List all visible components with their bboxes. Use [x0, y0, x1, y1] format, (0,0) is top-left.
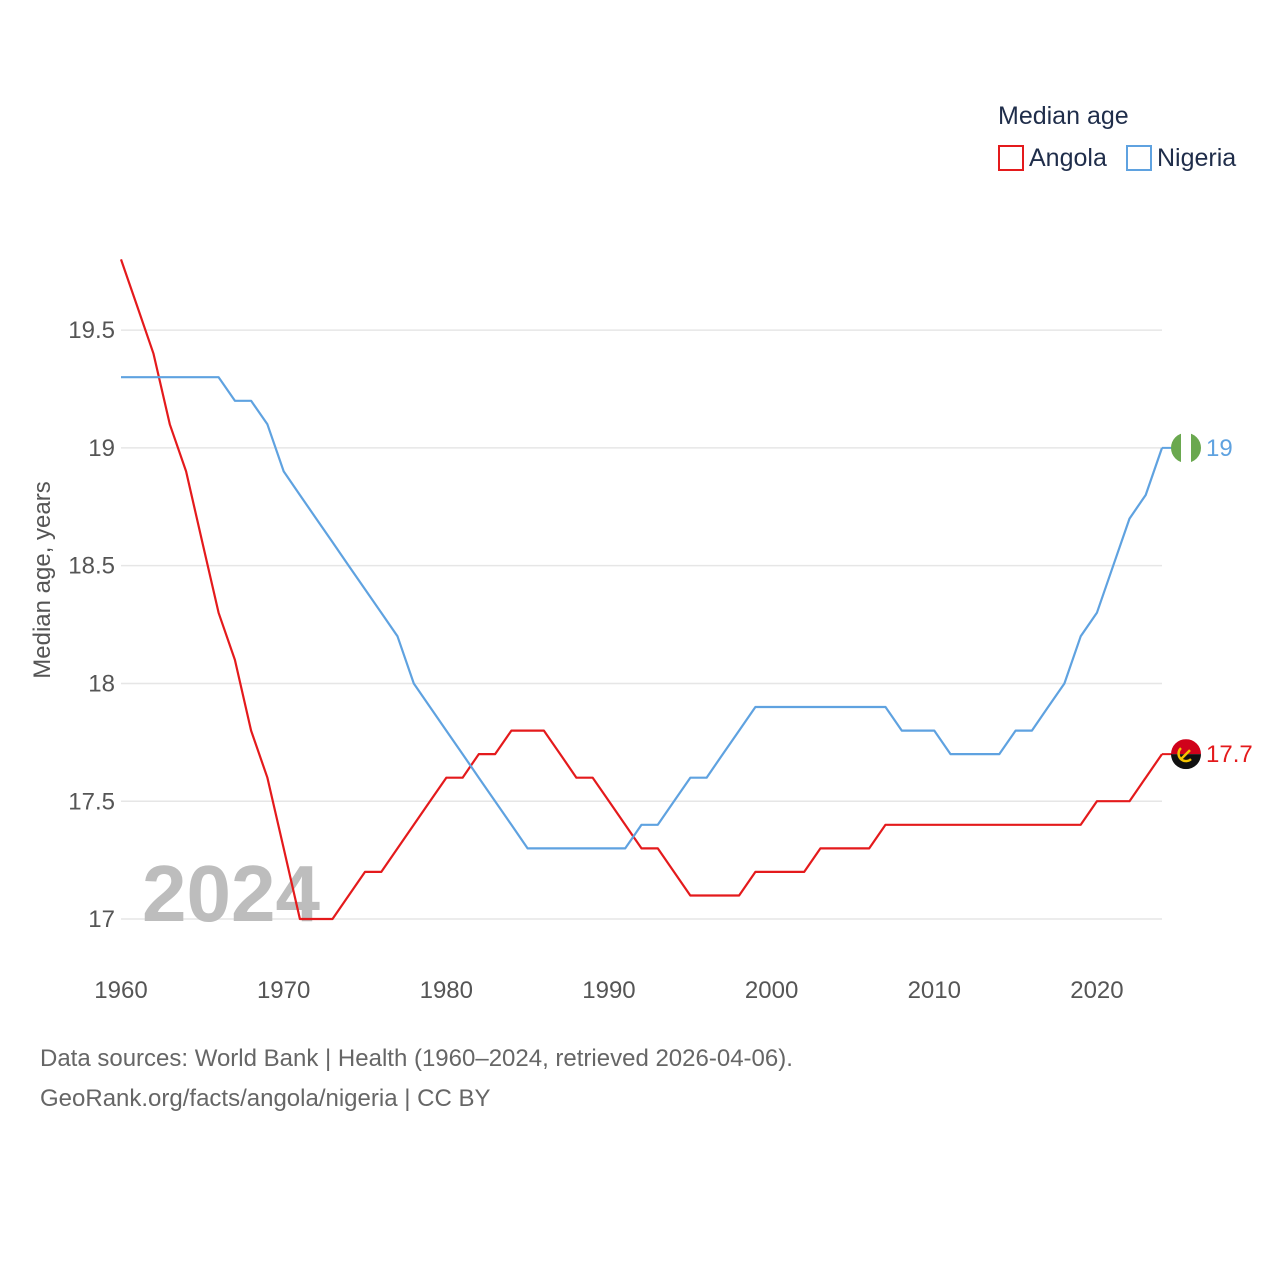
series-line-nigeria — [121, 376, 1164, 850]
y-axis: 17 17.5 18 18.5 19 19.5 — [68, 317, 115, 933]
nigeria-flag-icon — [1171, 432, 1201, 463]
angola-flag-icon — [1171, 739, 1201, 770]
y-tick-label: 18.5 — [68, 553, 115, 580]
legend-item-angola[interactable]: Angola — [998, 144, 1107, 172]
y-axis-title: Median age, years — [29, 481, 56, 678]
end-markers: 17.7 19 — [1162, 432, 1253, 770]
legend-label-angola: Angola — [1029, 144, 1107, 172]
y-tick-label: 17.5 — [68, 788, 115, 815]
x-tick-label: 1970 — [257, 977, 310, 1004]
end-value-label-angola: 17.7 — [1206, 741, 1253, 768]
legend-title: Median age — [998, 102, 1129, 130]
data-source-note: Data sources: World Bank | Health (1960–… — [40, 1045, 793, 1072]
legend-label-nigeria: Nigeria — [1157, 144, 1236, 172]
x-tick-label: 2020 — [1070, 977, 1123, 1004]
x-tick-label: 2010 — [908, 977, 961, 1004]
grid-lines — [121, 329, 1162, 920]
y-tick-label: 18 — [88, 670, 115, 697]
y-tick-label: 19.5 — [68, 317, 115, 344]
x-tick-label: 1990 — [582, 977, 635, 1004]
attribution-link[interactable]: GeoRank.org/facts/angola/nigeria | CC BY — [40, 1085, 491, 1112]
legend-swatch-nigeria — [1126, 145, 1152, 171]
x-tick-label: 2000 — [745, 977, 798, 1004]
series-line-angola — [119, 259, 1163, 921]
legend: Median age Angola Nigeria — [998, 102, 1236, 172]
x-tick-label: 1980 — [420, 977, 473, 1004]
legend-swatch-angola — [998, 145, 1024, 171]
legend-item-nigeria[interactable]: Nigeria — [1126, 144, 1236, 172]
y-tick-label: 19 — [88, 435, 115, 462]
x-axis: 1960 1970 1980 1990 2000 2010 2020 — [94, 977, 1123, 1004]
y-tick-label: 17 — [88, 906, 115, 933]
end-value-label-nigeria: 19 — [1206, 435, 1233, 462]
year-watermark: 2024 — [142, 849, 320, 938]
x-tick-label: 1960 — [94, 977, 147, 1004]
series-lines — [119, 259, 1164, 921]
